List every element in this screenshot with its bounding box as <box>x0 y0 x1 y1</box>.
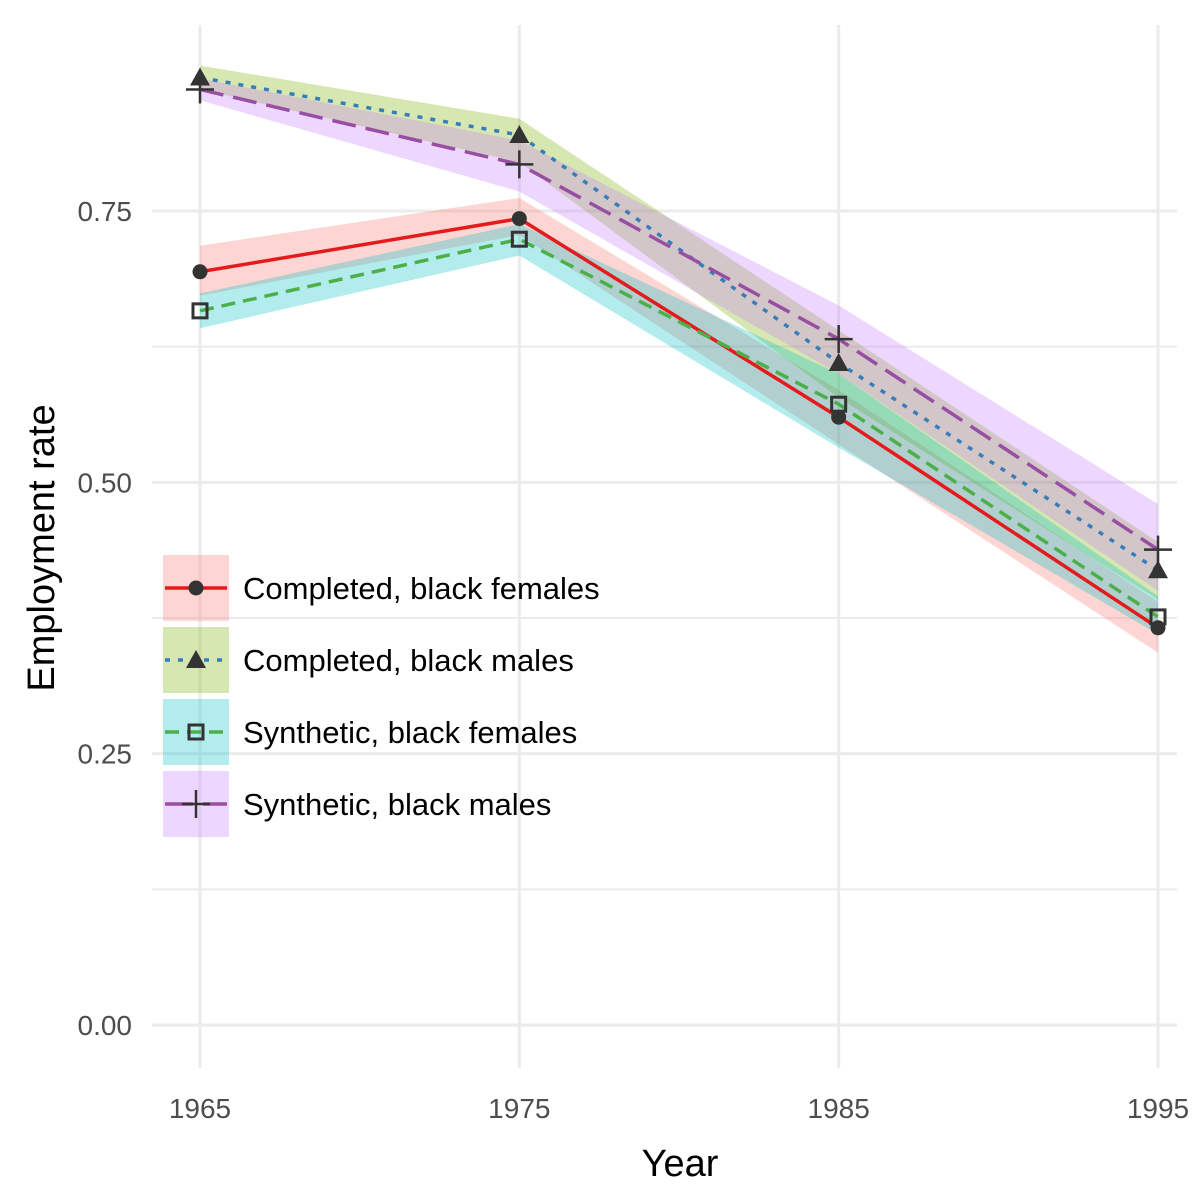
confidence-band-series-1 <box>200 197 1158 653</box>
series-line-1 <box>199 216 1159 630</box>
data-point-series-3 <box>1149 608 1167 626</box>
data-point-series-3 <box>830 395 848 413</box>
data-point-series-3-outline <box>510 230 528 248</box>
y-tick-label: 0.75 <box>78 196 133 227</box>
confidence-bands <box>200 65 1158 653</box>
x-tick-label: 1975 <box>488 1093 550 1124</box>
legend: Completed, black females Completed, black… <box>163 555 600 837</box>
legend-swatch-marker <box>182 790 210 818</box>
grid <box>152 25 1177 1068</box>
data-point-series-4 <box>824 325 853 354</box>
y-tick-label: 0.00 <box>78 1010 133 1041</box>
data-point-series-3-outline <box>191 302 209 320</box>
x-axis-title: Year <box>642 1143 719 1185</box>
legend-label: Synthetic, black females <box>243 715 577 750</box>
legend-item: Synthetic, black males <box>163 771 551 837</box>
y-tick-label: 0.50 <box>78 467 133 498</box>
series-line-2 <box>199 75 1159 572</box>
legend-item: Synthetic, black females <box>163 699 577 765</box>
x-tick-label: 1965 <box>169 1093 231 1124</box>
confidence-band-series-3 <box>200 224 1158 635</box>
data-point-series-3 <box>510 230 528 248</box>
y-axis-title: Employment rate <box>21 404 63 691</box>
legend-label: Synthetic, black males <box>243 787 551 822</box>
data-point-series-3-outline <box>830 395 848 413</box>
legend-label: Completed, black males <box>243 643 574 678</box>
series-line-4 <box>199 87 1159 552</box>
legend-label: Completed, black females <box>243 571 600 606</box>
legend-item: Completed, black females <box>163 555 600 621</box>
x-tick-label: 1995 <box>1127 1093 1189 1124</box>
legend-item: Completed, black males <box>163 627 574 693</box>
series-line-3 <box>199 237 1159 619</box>
legend-swatch-marker <box>188 580 204 596</box>
data-point-series-3 <box>191 302 209 320</box>
data-point-series-4 <box>186 75 214 104</box>
data-point-series-1 <box>831 409 847 425</box>
legend-swatch-marker <box>187 723 205 741</box>
data-point-series-2 <box>1148 560 1168 579</box>
data-point-series-4 <box>1144 535 1172 564</box>
data-point-series-2 <box>828 352 849 371</box>
data-point-series-2 <box>509 125 530 144</box>
y-tick-label: 0.25 <box>78 739 133 770</box>
data-point-series-4 <box>505 150 534 179</box>
legend-swatch-marker <box>186 650 206 668</box>
legend-swatch-marker-outline <box>187 723 205 741</box>
axis-ticks: 0.00 0.25 0.50 0.75 1965 1975 1985 1995 <box>78 196 1190 1124</box>
data-point-series-1 <box>192 264 208 280</box>
series-markers <box>186 67 1172 636</box>
data-point-series-3-outline <box>1149 608 1167 626</box>
series-lines <box>199 75 1159 630</box>
x-tick-label: 1985 <box>808 1093 870 1124</box>
data-point-series-1 <box>511 211 527 227</box>
